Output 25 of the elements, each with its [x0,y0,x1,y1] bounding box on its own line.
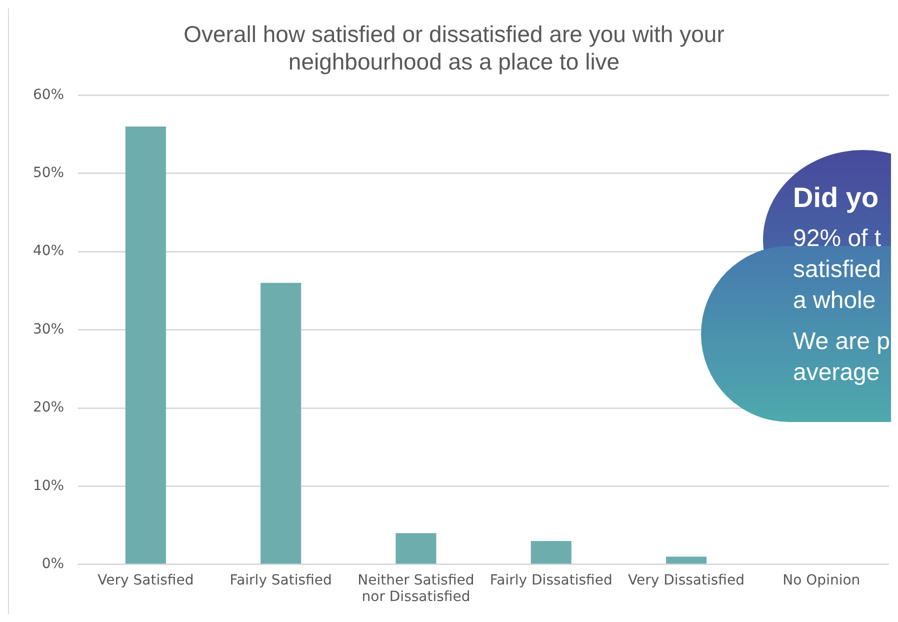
y-tick-label: 40% [32,243,64,260]
x-tick-label: Neither Satisfied nor Dissatisfied [358,572,474,606]
x-tick-label: Very Dissatisfied [628,572,744,588]
annotation: average [793,358,881,388]
y-tick-label: 50% [32,165,64,182]
y-tick-label: 30% [32,321,64,338]
bar [125,126,166,564]
bar [530,540,572,564]
annotation: Did yo [793,182,880,213]
annotation: a whole [793,286,877,316]
y-tick-label: 10% [32,478,64,494]
y-tick-label: 60% [32,86,64,103]
x-tick-label: Very Satisfied [98,572,194,588]
x-tick-label: Fairly Dissatisfied [490,572,612,588]
bar [260,282,302,564]
y-tick-label: 20% [32,400,64,416]
x-tick-label: No Opinion [782,572,860,588]
bar [396,533,436,564]
chart-title: Overall how satisfied or dissatisfied are you with your neighbourhood as a place to live [184,21,725,75]
annotation: We are p [793,327,890,357]
annotation: satisfied [793,255,882,285]
annotation: 92% of t [793,224,882,254]
bar [666,556,707,564]
y-tick-label: 0% [42,556,64,572]
x-tick-label: Fairly Satisfied [230,572,332,588]
